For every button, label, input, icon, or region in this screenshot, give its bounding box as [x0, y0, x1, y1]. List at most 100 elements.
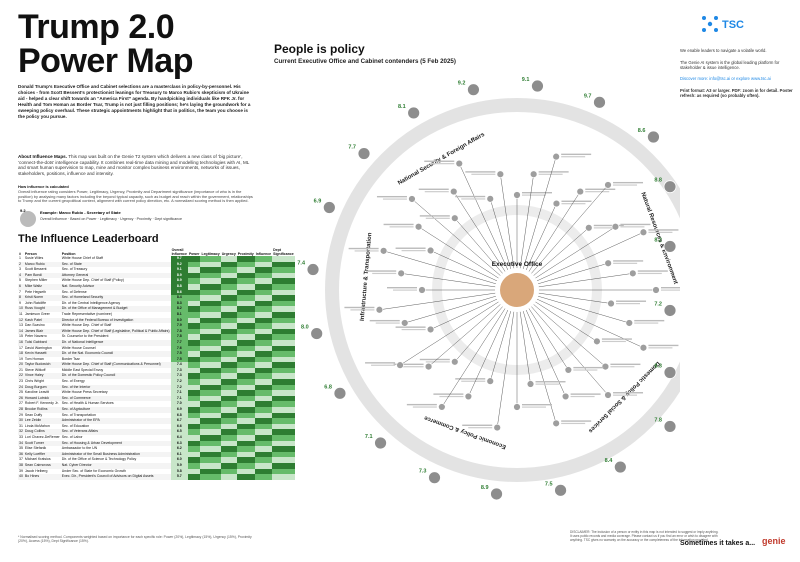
table-row: 22 Vince Haley Dir. of the Domestic Policy… [18, 373, 295, 380]
component-cell [187, 300, 201, 307]
outer-person-node [306, 263, 320, 276]
component-cell [200, 451, 221, 458]
influence-score: 8.4 [605, 458, 614, 464]
rank-cell: 19 [19, 356, 23, 361]
table-row: 37 Michael Kratsios Dir. of the Office of … [18, 457, 295, 463]
component-cell [272, 278, 295, 284]
column-header: Power [188, 252, 200, 256]
component-cell [254, 379, 273, 385]
person-cell: Dan Scavino [24, 323, 45, 328]
column-header: # [19, 252, 21, 256]
tsc-logo: TSC [702, 16, 744, 32]
component-cell [254, 440, 273, 447]
position-cell: Sec. of Defense [61, 289, 87, 294]
component-cell [220, 278, 237, 284]
person-caption-line [471, 173, 496, 175]
component-cell [220, 418, 237, 424]
component-cell [220, 457, 237, 463]
component-cell [254, 311, 273, 318]
component-cell [200, 311, 221, 318]
table-row: 31 Linda McMahon Sec. of Education 6.6 [18, 423, 295, 430]
spoke-line [430, 298, 498, 330]
person-caption-line [369, 319, 400, 322]
person-caption-line [637, 270, 668, 272]
component-cell [220, 435, 237, 441]
leaderboard-table: # Person Position Overall Influence Power Leg… [18, 248, 295, 480]
person-caption-line [461, 380, 486, 382]
component-cell [187, 390, 201, 396]
component-cell [236, 401, 255, 408]
component-cell [272, 412, 295, 419]
influence-score: 7.7 [348, 145, 356, 151]
component-cell [272, 323, 295, 329]
score-cell: 5.8 [170, 468, 188, 475]
component-cell [220, 267, 237, 273]
component-cell [272, 401, 295, 408]
position-cell: White House Counsel [61, 345, 96, 350]
person-cell: Tom Homan [24, 356, 44, 361]
component-cell [187, 345, 201, 352]
spoke-line [453, 191, 506, 272]
spoke-line [497, 311, 515, 428]
example-graphic: Example: Marco Rubio - Secretary of Stat… [20, 208, 182, 227]
person-node [424, 362, 433, 371]
person-caption-line [634, 322, 659, 324]
person-cell: Steve Witkoff [24, 367, 46, 372]
outer-person-node [531, 79, 544, 93]
component-cell [254, 429, 273, 435]
person-caption-line [601, 340, 626, 343]
table-row: 7 Pete Hegseth Sec. of Defense 8.6 [18, 289, 295, 296]
table-row: 25 Karoline Leavitt White House Press Secr… [18, 390, 295, 396]
rank-cell: 37 [19, 457, 23, 462]
component-cell [254, 457, 273, 463]
person-caption-line [425, 217, 450, 219]
component-cell [200, 373, 221, 380]
table-row: 2 Marco Rubio Sec. of State 9.2 [18, 261, 295, 268]
position-cell: Sec. of Energy [61, 379, 85, 384]
component-cell [254, 407, 273, 413]
component-cell [272, 351, 295, 357]
person-cell: James Blair [24, 328, 44, 333]
person-caption-line [393, 363, 424, 366]
score-cell: 7.0 [170, 401, 188, 408]
genie-logo: genie [762, 536, 786, 546]
component-cell [200, 367, 221, 374]
table-row: 10 Russ Vought Dir. of the Office of Manag… [18, 306, 295, 312]
person-node [414, 223, 423, 231]
person-node [607, 299, 615, 308]
tsc-logo-text: TSC [722, 19, 744, 31]
component-cell [187, 474, 201, 480]
person-cell: Chris Wright [24, 379, 45, 384]
map-panel: People is policy Current Executive Offic… [262, 0, 680, 562]
person-cell: Elise Stefanik [24, 446, 47, 451]
person-node [451, 358, 459, 366]
component-cell [200, 468, 221, 475]
component-cell [220, 474, 237, 480]
outer-person-node [333, 386, 347, 400]
person-caption-line [439, 395, 464, 398]
person-caption-line [433, 393, 464, 395]
table-row: 30 Lee Zeldin Administrator of the EPA 6.7 [18, 418, 295, 424]
outer-person-node [322, 201, 336, 214]
component-cell [187, 462, 201, 469]
component-cell [200, 412, 221, 419]
spoke-line [538, 296, 630, 324]
rank-cell: 15 [19, 334, 23, 339]
spoke-line [454, 306, 503, 362]
component-cell [187, 407, 201, 413]
rank-cell: 22 [19, 373, 23, 378]
component-cell [220, 462, 237, 469]
influence-score: 6.9 [314, 199, 322, 205]
table-row: 35 Elise Stefanik Ambassador to the UN 6.2 [18, 446, 295, 452]
component-cell [220, 446, 237, 452]
person-cell: Howard Lutnick [24, 395, 50, 400]
component-cell [272, 367, 295, 374]
map-subheading: Current Executive Office and Cabinet con… [274, 58, 456, 65]
column-header: Proximity [237, 252, 254, 256]
blurb-3-link[interactable]: Discover more: info@tsc.ai or explore ww… [680, 76, 771, 81]
rank-cell: 17 [19, 345, 23, 350]
component-cell [187, 339, 201, 346]
component-cell [220, 272, 237, 279]
position-cell: Nat. Cyber Director [61, 462, 92, 467]
person-caption-line [613, 184, 638, 186]
